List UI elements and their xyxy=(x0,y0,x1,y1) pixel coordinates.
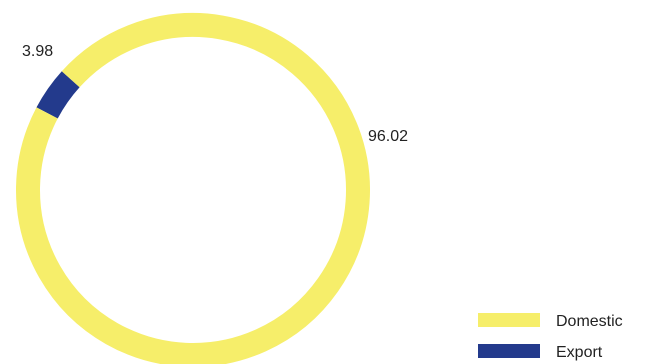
legend-label-export: Export xyxy=(556,344,603,361)
data-label-export: 3.98 xyxy=(22,43,53,60)
donut-slice-export xyxy=(36,71,80,119)
data-label-domestic: 96.02 xyxy=(368,128,408,145)
donut-slice-domestic xyxy=(16,13,370,364)
legend-label-domestic: Domestic xyxy=(556,313,623,330)
legend-swatch-export xyxy=(478,344,540,358)
legend: Domestic Export xyxy=(478,313,623,361)
donut-slices xyxy=(16,13,370,364)
legend-swatch-domestic xyxy=(478,313,540,327)
